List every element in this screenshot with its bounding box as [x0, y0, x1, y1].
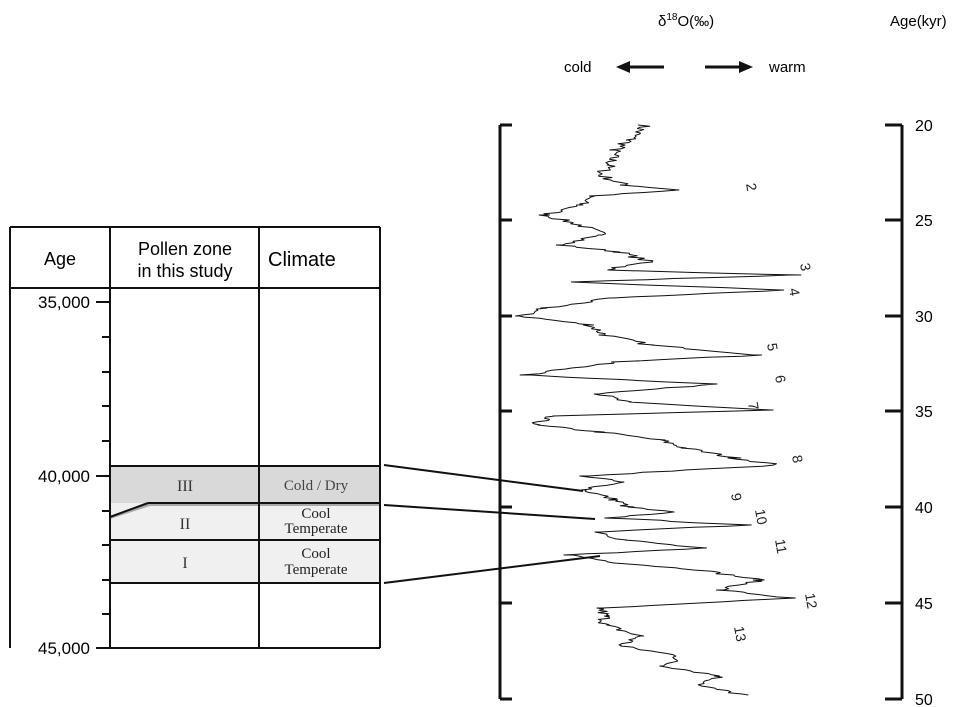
zone-boundary-bevel: [110, 503, 380, 519]
interstadial-number: 8: [789, 454, 806, 465]
climate-label: Temperate: [284, 562, 347, 578]
climate-label: Cold / Dry: [284, 478, 349, 494]
kyr-tick-label: 25: [915, 213, 933, 230]
age-tick-label: 35,000: [38, 293, 90, 312]
kyr-tick-label: 50: [915, 692, 933, 707]
interstadial-number: 3: [797, 262, 814, 273]
cold-arrow-icon: [616, 61, 664, 73]
zone-label: I: [182, 555, 187, 572]
interstadial-labels: 2 3 4 5 6 7 8 9 10 11 12 13: [728, 182, 820, 643]
interstadial-number: 6: [772, 374, 789, 385]
interstadial-number: 11: [772, 538, 790, 555]
interstadial-number: 2: [743, 182, 760, 193]
correlation-line-I: [383, 555, 601, 584]
climate-label: Cool: [301, 506, 330, 522]
zone-II-band: [110, 503, 380, 540]
interstadial-number: 4: [786, 287, 803, 298]
zone-III-band: [110, 466, 380, 503]
pollen-zone-table: Age Pollen zone in this study Climate 35…: [9, 226, 381, 658]
kyr-tick-label: 40: [915, 500, 933, 517]
interstadial-number: 9: [728, 492, 745, 503]
header-pollen-line2: in this study: [137, 261, 232, 281]
age-kyr-axis-title: Age(kyr): [890, 13, 947, 30]
zone-label: II: [180, 516, 191, 533]
zone-I-band: [110, 540, 380, 583]
header-climate: Climate: [268, 249, 336, 271]
header-pollen-line1: Pollen zone: [138, 239, 232, 259]
interstadial-number: 12: [802, 592, 820, 610]
age-tick-label: 45,000: [38, 639, 90, 658]
header-age: Age: [44, 249, 76, 269]
climate-label: Cool: [301, 546, 330, 562]
cold-label: cold: [564, 59, 592, 76]
interstadial-number: 5: [764, 342, 781, 353]
kyr-tick-label: 30: [915, 309, 933, 326]
kyr-tick-label: 35: [915, 404, 933, 421]
isotope-left-axis: [498, 123, 512, 701]
interstadial-number: 13: [731, 625, 749, 643]
age-kyr-axis: [885, 123, 904, 701]
age-tick-label: 40,000: [38, 467, 90, 486]
interstadial-number: 7: [745, 401, 762, 412]
d18o-record-curve: [515, 124, 802, 696]
warm-label: warm: [768, 59, 806, 76]
correlation-line-II: [383, 504, 596, 520]
age-axis-ticks: [96, 301, 110, 615]
isotope-axis-title: δ18O(‰): [658, 12, 714, 30]
correlation-line-III: [383, 464, 584, 492]
climate-label: Temperate: [284, 521, 347, 537]
interstadial-number: 10: [752, 508, 770, 526]
warm-arrow-icon: [705, 61, 753, 73]
kyr-tick-label: 20: [915, 118, 933, 135]
correlation-lines: [383, 464, 601, 584]
zone-label: III: [177, 478, 193, 495]
kyr-tick-label: 45: [915, 596, 933, 613]
